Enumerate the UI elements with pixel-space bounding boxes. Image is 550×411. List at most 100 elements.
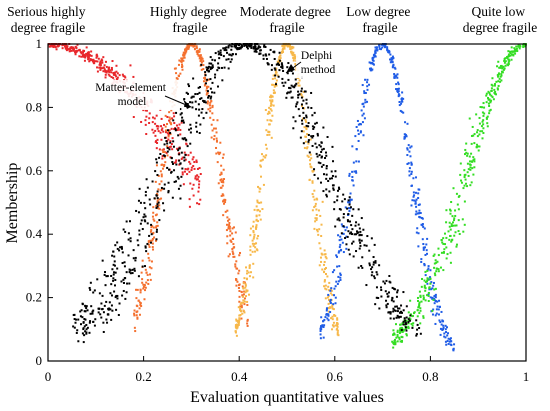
data-point — [466, 171, 469, 174]
data-point — [237, 323, 240, 326]
data-point — [288, 86, 291, 89]
series-moderate-degree-fragile — [234, 43, 340, 337]
data-point — [465, 151, 468, 154]
data-point — [64, 44, 67, 47]
data-point — [162, 151, 165, 154]
data-point — [196, 53, 199, 56]
data-point — [268, 123, 271, 126]
data-point — [352, 161, 355, 164]
data-point — [461, 218, 464, 221]
data-point — [419, 309, 422, 312]
data-point — [204, 82, 207, 85]
data-point — [125, 220, 128, 223]
data-point — [253, 233, 256, 236]
data-point — [347, 230, 350, 233]
data-point — [128, 220, 131, 223]
data-point — [99, 60, 102, 63]
data-point — [199, 56, 202, 59]
data-point — [147, 243, 150, 246]
data-point — [434, 287, 437, 290]
data-point — [509, 52, 512, 55]
data-point — [260, 153, 263, 156]
data-point — [240, 306, 243, 309]
data-point — [349, 206, 352, 209]
data-point — [156, 192, 159, 195]
data-point — [246, 269, 249, 272]
data-point — [220, 194, 223, 197]
data-point — [135, 304, 138, 307]
data-point — [143, 298, 146, 301]
data-point — [133, 269, 136, 272]
data-point — [225, 229, 228, 232]
data-point — [240, 291, 243, 294]
data-point — [424, 289, 427, 292]
data-point — [497, 75, 500, 78]
data-point — [188, 128, 191, 131]
data-point — [421, 277, 424, 280]
data-point — [105, 275, 108, 278]
data-point — [398, 307, 401, 310]
data-point — [148, 259, 151, 262]
data-point — [422, 315, 425, 318]
y-tick-label: 0.2 — [26, 290, 42, 305]
data-point — [222, 168, 225, 171]
data-point — [478, 133, 481, 136]
data-point — [169, 133, 172, 136]
data-point — [310, 106, 313, 109]
data-point — [177, 149, 180, 152]
data-point — [198, 57, 201, 60]
data-point — [348, 203, 351, 206]
data-point — [88, 321, 91, 324]
data-point — [164, 114, 167, 117]
data-point — [382, 44, 385, 47]
data-point — [250, 44, 253, 47]
data-point — [275, 79, 278, 82]
data-point — [430, 288, 433, 291]
data-point — [271, 99, 274, 102]
data-point — [393, 343, 396, 346]
data-point — [414, 191, 417, 194]
data-point — [184, 105, 187, 108]
data-point — [107, 73, 110, 76]
data-point — [385, 304, 388, 307]
data-point — [336, 282, 339, 285]
data-point — [410, 204, 413, 207]
data-point — [411, 315, 414, 318]
data-point — [160, 186, 163, 189]
data-point — [316, 155, 319, 158]
data-point — [471, 167, 474, 170]
data-point — [437, 254, 440, 257]
data-point — [322, 336, 325, 339]
data-point — [432, 284, 435, 287]
data-point — [123, 277, 126, 280]
data-point — [453, 217, 456, 220]
data-point — [96, 60, 99, 63]
data-point — [234, 324, 237, 327]
data-point — [116, 76, 119, 79]
data-point — [395, 295, 398, 298]
data-point — [217, 66, 220, 69]
data-point — [269, 99, 272, 102]
data-point — [225, 46, 228, 49]
data-point — [494, 92, 497, 95]
data-point — [154, 180, 157, 183]
data-point — [305, 116, 308, 119]
data-point — [305, 135, 308, 138]
data-point — [179, 133, 182, 136]
data-point — [303, 107, 306, 110]
data-point — [314, 142, 317, 145]
data-point — [265, 147, 268, 150]
data-point — [330, 289, 333, 292]
data-point — [500, 73, 503, 76]
data-point — [258, 214, 261, 217]
data-point — [246, 324, 249, 327]
data-point — [238, 295, 241, 298]
data-point — [280, 66, 283, 68]
data-point — [475, 113, 478, 116]
data-point — [334, 170, 337, 173]
data-point — [349, 192, 352, 195]
data-point — [249, 253, 252, 256]
data-point — [315, 146, 318, 149]
data-point — [398, 338, 401, 341]
data-point — [386, 47, 389, 50]
